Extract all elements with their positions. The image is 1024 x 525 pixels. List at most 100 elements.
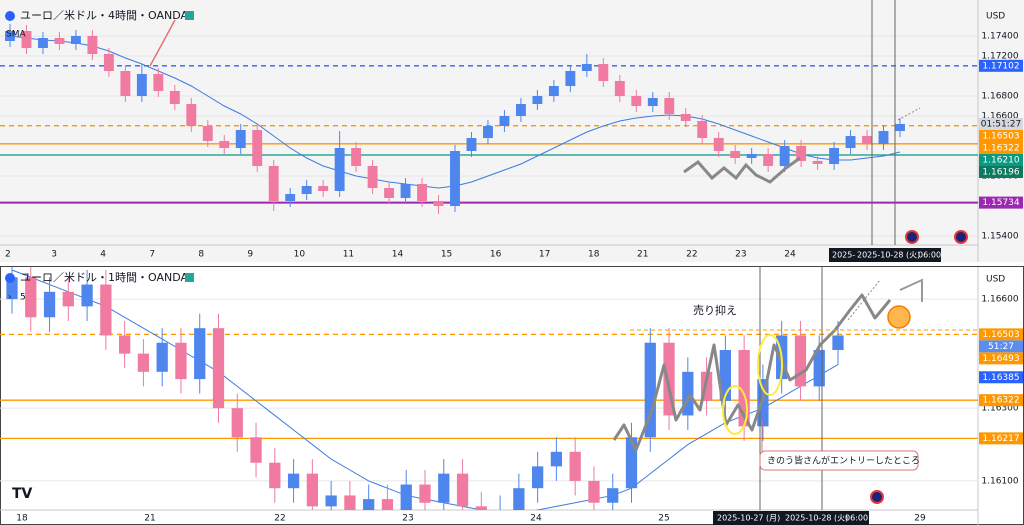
- x-tick-label: 15: [441, 250, 452, 260]
- candle-body: [5, 31, 15, 41]
- price-label: 1.15734: [982, 198, 1019, 208]
- candle-body: [625, 437, 638, 489]
- crosshair-time-box: [829, 248, 941, 262]
- candle-body: [664, 98, 675, 114]
- chevron[interactable]: ›: [8, 293, 12, 303]
- x-tick-label: 3: [51, 250, 57, 260]
- symbol-icon: [5, 273, 15, 283]
- candle-body: [269, 462, 281, 489]
- price-label-box: [979, 166, 1023, 178]
- y-tick-label: 1.17400: [981, 32, 1018, 42]
- tv-logo[interactable]: TV: [12, 486, 33, 502]
- highlight-loop: [722, 385, 748, 435]
- y-tick-label: 1.16600: [981, 295, 1018, 305]
- crosshair-time: 2025-10-27 (月): [717, 514, 780, 523]
- crosshair-time: 2025-10-28 (火): [857, 251, 920, 260]
- x-tick-label: 22: [274, 514, 285, 524]
- price-label-box: [979, 432, 1023, 445]
- candle-body: [730, 151, 741, 158]
- candle-body: [738, 350, 750, 427]
- crosshair-time-box: [713, 511, 869, 525]
- candle-body: [285, 194, 296, 201]
- top-pane-bg: [0, 0, 1024, 262]
- candle-body: [548, 86, 559, 96]
- price-label: 1.16217: [982, 434, 1019, 444]
- x-tick-label: 7: [149, 250, 155, 260]
- candle-body: [25, 277, 37, 318]
- price-label-box: [979, 196, 1023, 209]
- candle-body: [136, 74, 147, 96]
- candle-body: [713, 138, 724, 151]
- candle-body: [268, 166, 279, 201]
- candle-body: [38, 38, 48, 48]
- x-tick-label: 29: [914, 514, 926, 524]
- y-tick-label: 1.16600: [981, 112, 1018, 122]
- indicator-period: 5: [20, 293, 26, 303]
- price-label-box: [979, 142, 1023, 154]
- candle-body: [456, 473, 469, 507]
- candle-body: [565, 71, 576, 86]
- candle-body: [81, 284, 93, 307]
- candle-body: [614, 81, 625, 96]
- candle-body: [400, 484, 412, 510]
- price-label-box: [979, 340, 1023, 353]
- annotation: 売り抑え: [693, 303, 737, 317]
- candle-body: [438, 473, 450, 503]
- event-icon[interactable]: [954, 230, 968, 244]
- x-tick-label: 2: [5, 250, 11, 260]
- candle-body: [231, 408, 243, 438]
- x-tick-label: 10: [294, 250, 306, 260]
- candle-body: [363, 499, 375, 510]
- candle-body: [400, 184, 411, 198]
- candle-body: [466, 138, 477, 151]
- x-tick-label: 18: [16, 514, 28, 524]
- x-tick-label: 8: [198, 250, 204, 260]
- candle-body: [433, 201, 444, 206]
- crosshair-time: 2025-: [832, 251, 855, 260]
- hand-drawing: [683, 156, 801, 184]
- candle-body: [100, 284, 112, 336]
- candle-body: [334, 148, 345, 191]
- candle-body: [186, 104, 197, 126]
- x-tick-label: 18: [588, 250, 600, 260]
- candle-body: [588, 480, 600, 503]
- candle-body: [417, 184, 427, 201]
- candle-body: [194, 328, 206, 380]
- candle-body: [306, 473, 318, 507]
- price-label: 51:27: [988, 342, 1014, 352]
- event-icon[interactable]: [905, 230, 919, 244]
- price-label-box: [979, 371, 1023, 384]
- currency-label[interactable]: USD: [986, 275, 1005, 285]
- candle-body: [697, 121, 708, 138]
- x-tick-label: 25: [658, 514, 669, 524]
- x-tick-label: 24: [530, 514, 542, 524]
- x-tick-label: 4: [100, 250, 106, 260]
- price-label: 1.16196: [982, 168, 1019, 178]
- x-tick-label: 22: [686, 250, 697, 260]
- candle-body: [845, 136, 856, 148]
- candle-body: [631, 96, 642, 106]
- x-tick-label: 9: [247, 250, 253, 260]
- candle-body: [647, 98, 658, 106]
- candle-body: [384, 188, 395, 198]
- candle-body: [70, 36, 81, 44]
- price-label-box: [979, 154, 1023, 166]
- candle-body: [250, 437, 262, 463]
- currency-label[interactable]: USD: [986, 12, 1005, 22]
- x-tick-label: 23: [402, 514, 413, 524]
- candle-body: [829, 148, 840, 164]
- event-icon[interactable]: [870, 490, 884, 504]
- candle-body: [212, 328, 225, 409]
- candle-body: [119, 335, 131, 354]
- y-tick-label: 1.16300: [981, 404, 1018, 414]
- candle-body: [680, 114, 691, 121]
- candle-body: [62, 291, 74, 307]
- indicator-label: SMA: [6, 30, 26, 40]
- annotation: きのう皆さんがエントリーしたところ: [767, 455, 920, 467]
- x-tick-label: 14: [392, 250, 404, 260]
- candle-body: [450, 151, 460, 206]
- x-tick-label: 17: [539, 250, 550, 260]
- candle-body: [779, 146, 790, 166]
- candle-body: [153, 74, 164, 91]
- projection-arrow: [897, 107, 921, 121]
